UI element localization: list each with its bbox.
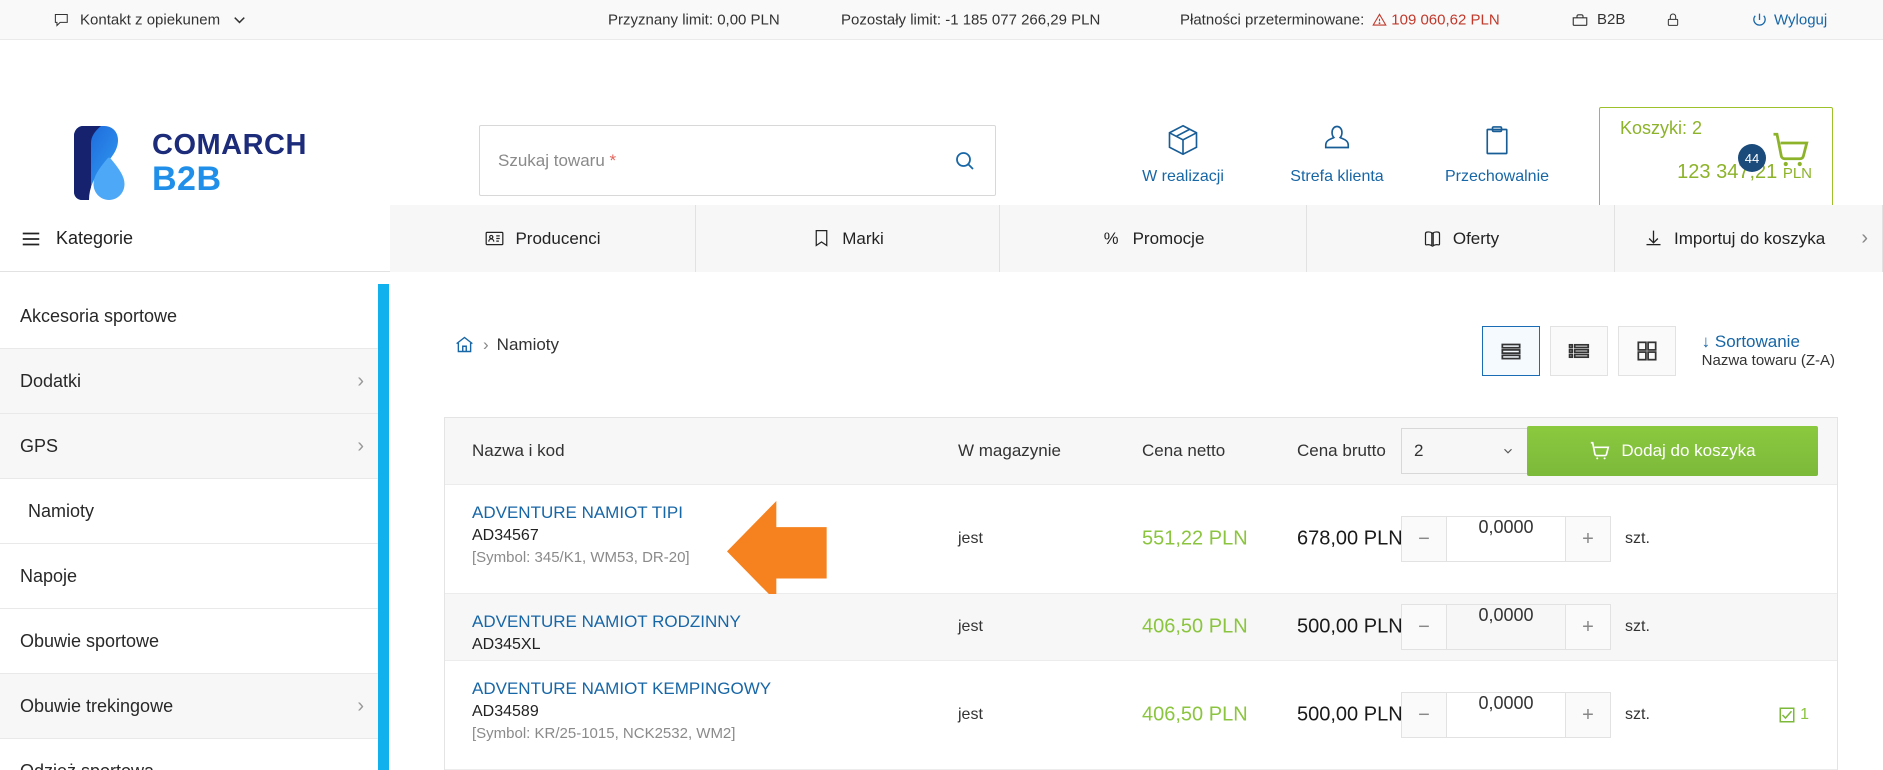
svg-text:%: % xyxy=(1103,229,1118,248)
